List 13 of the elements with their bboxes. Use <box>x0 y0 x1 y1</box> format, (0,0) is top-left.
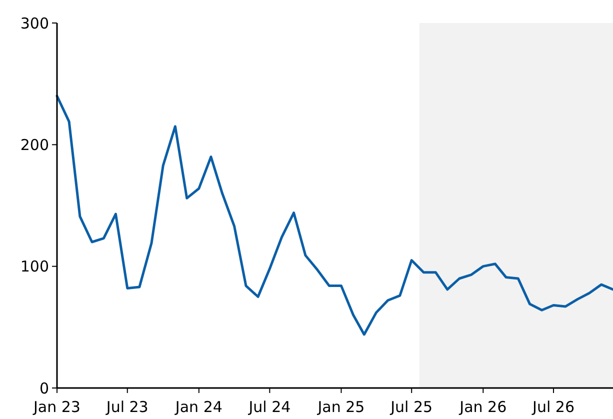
y-tick-label: 0 <box>39 379 49 398</box>
y-tick-label: 100 <box>20 258 49 276</box>
x-tick-label: Jan 23 <box>32 398 80 416</box>
x-tick-label: Jul 26 <box>532 398 574 416</box>
y-tick-label: 300 <box>20 14 49 32</box>
x-tick-label: Jan 24 <box>174 398 222 416</box>
x-tick-label: Jul 24 <box>248 398 291 416</box>
line-series <box>56 94 613 336</box>
x-tick-label: Jul 23 <box>105 398 148 416</box>
x-tick-label: Jul 25 <box>390 398 433 416</box>
y-tick-label: 200 <box>20 136 49 154</box>
x-tick-label: Jan 25 <box>316 398 365 416</box>
x-tick-label: Jan 26 <box>458 398 507 416</box>
